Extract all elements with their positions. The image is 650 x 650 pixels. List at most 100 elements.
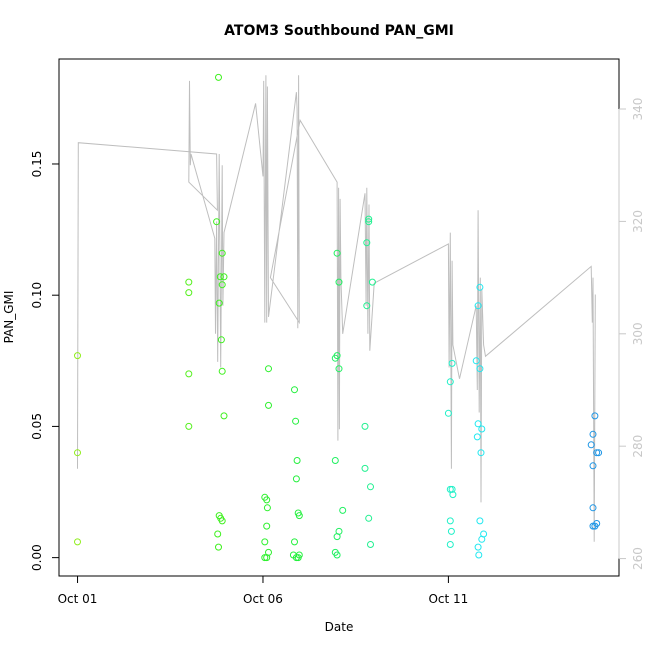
data-point bbox=[589, 462, 597, 470]
data-point bbox=[446, 517, 454, 525]
data-point bbox=[220, 273, 228, 281]
data-point bbox=[339, 506, 347, 514]
data-point bbox=[291, 386, 298, 394]
data-point bbox=[333, 249, 341, 257]
data-point bbox=[218, 517, 226, 525]
data-point bbox=[476, 283, 484, 291]
x-tick-label: Oct 01 bbox=[58, 592, 98, 606]
data-point bbox=[367, 483, 374, 491]
data-point bbox=[478, 425, 486, 433]
data-point bbox=[365, 218, 373, 226]
data-point bbox=[220, 412, 228, 420]
data-point bbox=[446, 378, 454, 386]
chart-title: ATOM3 Southbound PAN_GMI bbox=[224, 23, 454, 39]
points-layer bbox=[74, 73, 603, 562]
data-point bbox=[367, 541, 374, 548]
right-tick-label: 320 bbox=[631, 210, 645, 233]
data-point bbox=[335, 365, 343, 373]
x-axis-label: Date bbox=[325, 620, 354, 634]
data-point bbox=[265, 365, 272, 373]
data-point bbox=[475, 551, 483, 559]
data-point bbox=[595, 449, 603, 457]
data-point bbox=[335, 278, 343, 286]
data-point bbox=[368, 278, 376, 286]
x-axis: Oct 01 Oct 06 Oct 11 bbox=[58, 575, 468, 606]
data-point bbox=[263, 554, 271, 562]
data-point bbox=[448, 359, 456, 367]
data-point bbox=[448, 485, 456, 493]
data-point bbox=[446, 541, 454, 548]
x-tick-label: Oct 11 bbox=[428, 592, 468, 606]
x-tick-label: Oct 06 bbox=[243, 592, 283, 606]
data-point bbox=[215, 299, 223, 307]
data-point bbox=[333, 551, 341, 559]
right-tick-label: 340 bbox=[631, 98, 645, 121]
data-point bbox=[185, 289, 193, 297]
data-point bbox=[292, 417, 300, 425]
data-point bbox=[295, 512, 303, 520]
data-point bbox=[295, 551, 303, 559]
data-point bbox=[472, 357, 480, 365]
data-point bbox=[477, 449, 485, 457]
right-axis: 260 280 300 320 340 bbox=[618, 98, 645, 570]
y-tick-label: 0.10 bbox=[30, 282, 44, 309]
data-point bbox=[361, 464, 369, 472]
data-point bbox=[331, 354, 339, 362]
data-point bbox=[331, 457, 339, 464]
secondary-series-line bbox=[77, 75, 596, 542]
data-point bbox=[474, 543, 482, 551]
data-point bbox=[218, 249, 226, 257]
y-tick-label: 0.00 bbox=[30, 544, 44, 571]
data-point bbox=[291, 538, 298, 546]
data-point bbox=[261, 554, 269, 562]
y-tick-label: 0.05 bbox=[30, 413, 44, 440]
data-point bbox=[591, 412, 599, 420]
data-point bbox=[473, 433, 481, 441]
data-point bbox=[363, 302, 371, 310]
right-tick-label: 280 bbox=[631, 435, 645, 458]
y-axis: 0.00 0.05 0.10 0.15 bbox=[30, 151, 60, 571]
data-point bbox=[363, 239, 371, 247]
data-point bbox=[217, 336, 225, 344]
data-point bbox=[265, 401, 272, 409]
data-point bbox=[185, 278, 193, 286]
data-point bbox=[447, 527, 455, 535]
data-point bbox=[263, 504, 271, 512]
data-point bbox=[365, 215, 373, 223]
data-point bbox=[261, 538, 269, 546]
data-point bbox=[263, 522, 271, 530]
data-point bbox=[361, 422, 369, 430]
data-point bbox=[215, 73, 222, 81]
right-tick-label: 300 bbox=[631, 322, 645, 345]
data-point bbox=[474, 302, 482, 310]
data-point bbox=[185, 422, 193, 430]
data-point bbox=[476, 517, 484, 525]
data-point bbox=[593, 449, 601, 457]
data-point bbox=[213, 218, 221, 226]
data-point bbox=[365, 514, 373, 522]
data-point bbox=[214, 530, 222, 538]
data-point bbox=[478, 535, 486, 543]
secondary-line-layer bbox=[77, 75, 596, 542]
data-point bbox=[215, 543, 222, 551]
y-tick-label: 0.15 bbox=[30, 151, 44, 178]
data-point bbox=[292, 475, 300, 483]
data-point bbox=[593, 520, 601, 527]
data-point bbox=[263, 496, 271, 504]
data-point bbox=[218, 367, 226, 375]
data-point bbox=[218, 281, 226, 289]
y-axis-label: PAN_GMI bbox=[2, 291, 16, 344]
data-point bbox=[589, 504, 597, 512]
data-point bbox=[216, 273, 224, 281]
data-point bbox=[74, 352, 81, 360]
data-point bbox=[333, 533, 341, 541]
right-tick-label: 260 bbox=[631, 547, 645, 570]
data-point bbox=[587, 441, 595, 449]
data-point bbox=[476, 365, 484, 373]
data-point bbox=[74, 449, 81, 457]
data-point bbox=[293, 457, 301, 464]
data-point bbox=[449, 491, 457, 499]
data-point bbox=[74, 538, 81, 546]
data-point bbox=[474, 420, 482, 428]
